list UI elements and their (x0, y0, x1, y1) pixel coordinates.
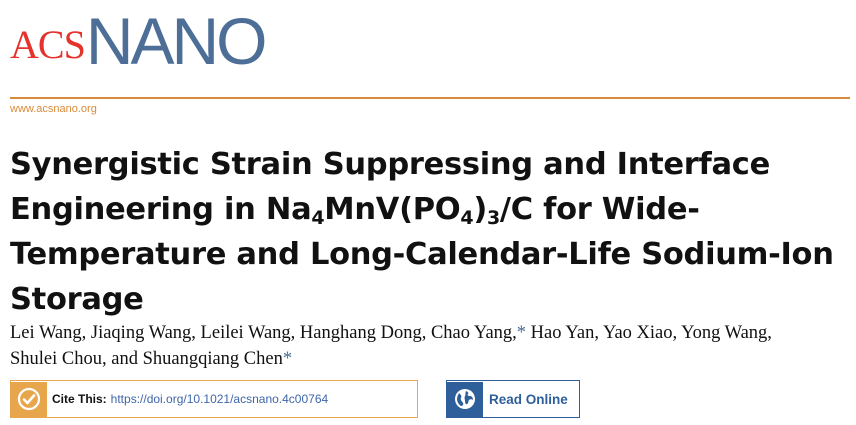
authors-line-1: Lei Wang, Jiaqing Wang, Leilei Wang, Han… (10, 323, 517, 343)
title-text-4: /C for Wide-Temperature and Long-Calenda… (10, 192, 834, 317)
cite-this-label: Cite This: (52, 392, 107, 406)
journal-url[interactable]: www.acsnano.org (10, 103, 97, 115)
corresponding-author-mark-2[interactable]: * (282, 349, 293, 369)
check-circle-icon (11, 381, 47, 417)
article-title: Synergistic Strain Suppressing and Inter… (10, 142, 856, 322)
logo-acs-text: ACS (10, 22, 86, 67)
authors-line-2: Shulei Chou, and Shuangqiang Chen (10, 349, 283, 369)
title-text-3: ) (473, 192, 487, 227)
title-text-1: Synergistic Strain Suppressing and Inter… (10, 147, 770, 227)
header-divider (10, 97, 850, 99)
journal-logo: ACS NANO (10, 2, 268, 78)
logo-nano-text: NANO (85, 4, 268, 78)
cite-this-box[interactable]: Cite This: https://doi.org/10.1021/acsna… (10, 380, 418, 418)
read-online-button[interactable]: Read Online (446, 380, 580, 418)
title-text-2: MnV(PO (324, 192, 461, 227)
corresponding-author-mark-1[interactable]: * (516, 323, 527, 343)
authors-line-1b: Hao Yan, Yao Xiao, Yong Wang, (526, 323, 772, 343)
doi-link[interactable]: https://doi.org/10.1021/acsnano.4c00764 (110, 392, 329, 406)
read-online-label: Read Online (489, 391, 568, 407)
title-subscript-1: 4 (311, 207, 325, 229)
title-subscript-3: 3 (486, 207, 500, 229)
author-list: Lei Wang, Jiaqing Wang, Leilei Wang, Han… (10, 320, 856, 372)
title-subscript-2: 4 (460, 207, 474, 229)
globe-icon (447, 381, 483, 417)
